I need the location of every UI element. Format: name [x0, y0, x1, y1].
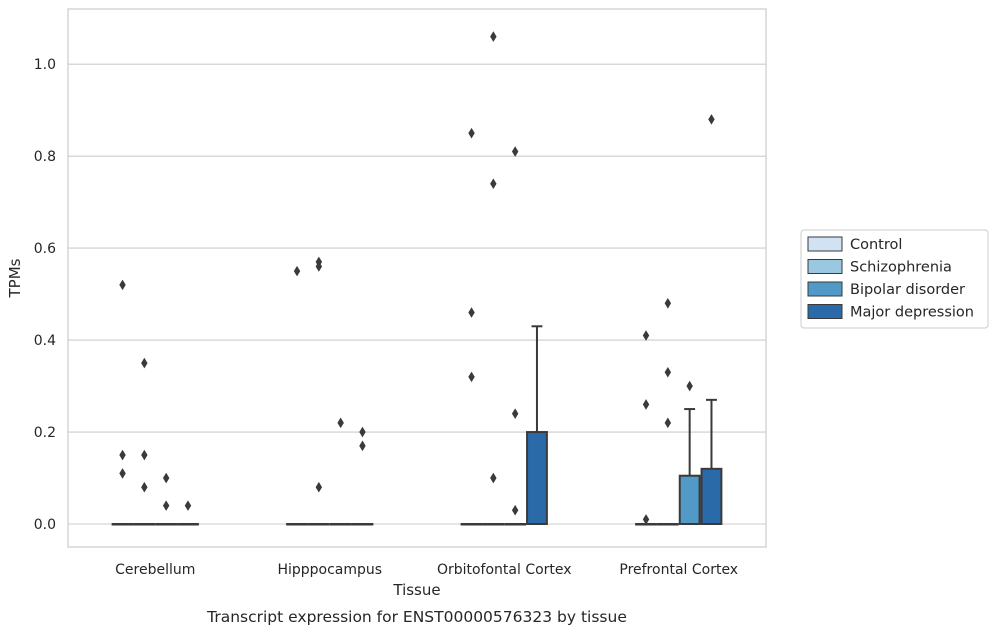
outlier-point	[315, 261, 323, 272]
outlier-point	[642, 330, 650, 341]
legend-label: Bipolar disorder	[850, 282, 965, 298]
outlier-point	[511, 504, 519, 516]
outlier-point	[664, 366, 672, 378]
outlier-point	[359, 440, 366, 452]
outlier-point	[141, 357, 148, 369]
x-tick-label: Prefrontal Cortex	[619, 562, 738, 578]
legend-swatch	[807, 236, 843, 252]
x-axis-label: Tissue	[392, 581, 440, 599]
outlier-point	[664, 298, 672, 309]
outlier-point	[490, 472, 497, 484]
outlier-point	[162, 472, 170, 484]
y-tick-label: 0.0	[34, 517, 56, 533]
y-tick-label: 0.8	[34, 149, 56, 165]
grid-lines	[68, 63, 766, 525]
outlier-point	[315, 481, 323, 493]
y-tick-label: 1.0	[34, 57, 56, 73]
outlier-point	[686, 380, 693, 392]
outlier-point	[708, 114, 715, 125]
legend: Control Schizophrenia Bipolar disorder Majo…	[800, 229, 989, 329]
plot-frame	[67, 8, 767, 548]
y-tick-label: 0.4	[34, 333, 56, 349]
outlier-point	[642, 514, 650, 525]
outlier-point	[141, 449, 148, 461]
outlier-point	[141, 481, 148, 493]
outlier-points	[119, 31, 715, 525]
outlier-point	[490, 178, 497, 190]
outlier-point	[511, 146, 519, 157]
y-tick-label: 0.2	[34, 425, 56, 441]
outlier-point	[337, 417, 344, 429]
y-axis-label: TPMs	[6, 258, 24, 298]
legend-swatch	[807, 304, 843, 319]
outlier-point	[511, 408, 519, 419]
box	[700, 467, 723, 526]
x-tick-label: Cerebellum	[115, 562, 195, 578]
outlier-point	[642, 399, 650, 410]
x-tick-labels: Cerebellum Hipppocampus Orbitofontal Corte…	[115, 562, 738, 578]
chart-caption: Transcript expression for ENST0000057632…	[206, 608, 627, 626]
legend-swatch	[807, 281, 843, 297]
outlier-point	[119, 449, 126, 461]
outlier-point	[359, 426, 366, 438]
legend-label: Major depression	[850, 305, 974, 321]
legend-label: Schizophrenia	[850, 260, 952, 276]
outlier-point	[293, 265, 301, 277]
box	[526, 431, 548, 526]
outlier-point	[468, 371, 475, 383]
y-tick-label: 0.6	[34, 241, 56, 257]
outlier-point	[162, 500, 170, 511]
legend-label: Control	[850, 237, 902, 253]
legend-swatch	[807, 259, 843, 274]
outlier-point	[468, 127, 475, 139]
outlier-point	[119, 468, 126, 479]
outlier-point	[490, 31, 497, 42]
legend-frame	[800, 229, 989, 329]
outlier-point	[184, 500, 192, 511]
outlier-point	[664, 417, 672, 429]
box-plots	[111, 325, 723, 526]
outlier-point	[119, 279, 126, 291]
outlier-point	[468, 307, 475, 318]
x-tick-label: Hipppocampus	[277, 562, 382, 578]
y-tick-labels: 0.0 0.2 0.4 0.6 0.8 1.0	[34, 57, 56, 533]
box	[678, 474, 701, 526]
x-tick-label: Orbitofontal Cortex	[437, 562, 572, 578]
